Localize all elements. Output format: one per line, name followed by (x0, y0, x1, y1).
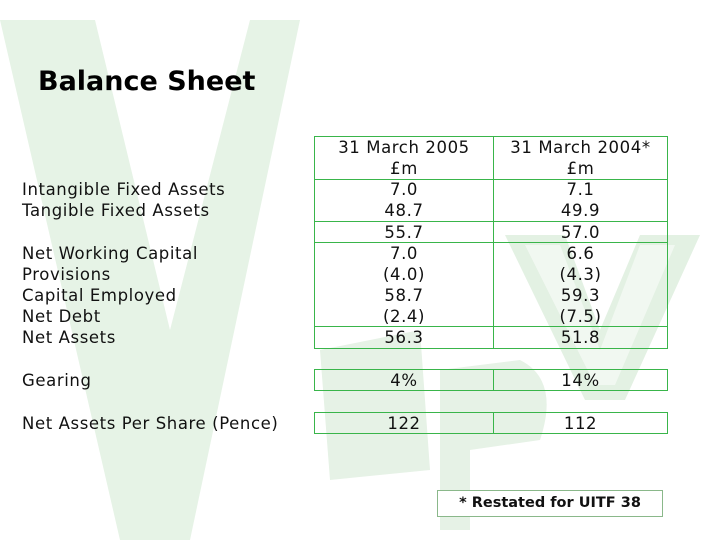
row-label-net-working-capital: Net Working Capital (22, 244, 199, 263)
row-label-net-assets: Net Assets (22, 328, 116, 347)
value-2004-provisions: (4.3) (559, 265, 602, 284)
net-assets-box-2004 (493, 326, 668, 349)
value-2005-working-capital: 7.0 (389, 244, 419, 263)
value-2005-net-debt: (2.4) (382, 307, 426, 326)
value-2005-provisions: (4.0) (382, 265, 426, 284)
value-2005-intangible: 7.0 (389, 180, 419, 199)
row-label-provisions: Provisions (22, 265, 111, 284)
value-2004-subtotal: 57.0 (560, 223, 601, 242)
column-unit-2004: £m (566, 159, 595, 178)
value-2004-net-assets: 51.8 (560, 328, 601, 347)
value-2004-net-debt: (7.5) (559, 307, 602, 326)
gearing-value-2004: 14% (561, 371, 600, 390)
watermark-v-large (0, 20, 300, 540)
value-2005-capital-employed: 58.7 (384, 286, 424, 305)
value-2005-net-assets: 56.3 (384, 328, 424, 347)
row-label-net-debt: Net Debt (22, 307, 101, 326)
value-2004-working-capital: 6.6 (566, 244, 595, 263)
column-header-2005: 31 March 2005 (338, 138, 470, 157)
watermark-vp-logo (320, 330, 547, 530)
footnote-restated: * Restated for UITF 38 (437, 490, 663, 517)
value-2004-intangible: 7.1 (566, 180, 595, 199)
per-share-value-2005: 122 (387, 414, 421, 433)
per-share-label: Net Assets Per Share (Pence) (22, 414, 279, 433)
row-label-capital-employed: Capital Employed (22, 286, 177, 305)
per-share-box-2004 (493, 412, 668, 434)
page-title: Balance Sheet (38, 66, 256, 97)
row-label-intangible-fixed-assets: Intangible Fixed Assets (22, 180, 226, 199)
value-2004-capital-employed: 59.3 (560, 286, 601, 305)
value-2005-subtotal: 55.7 (384, 223, 424, 242)
row-label-tangible-fixed-assets: Tangible Fixed Assets (22, 201, 210, 220)
value-2004-tangible: 49.9 (560, 201, 601, 220)
gearing-value-2005: 4% (390, 371, 418, 390)
per-share-value-2004: 112 (563, 414, 598, 433)
watermark-v-right-inner (525, 245, 675, 385)
column-header-2004: 31 March 2004* (510, 138, 651, 157)
column-unit-2005: £m (390, 159, 418, 178)
gearing-label: Gearing (22, 371, 92, 390)
gearing-box-2004 (493, 369, 668, 391)
value-2005-tangible: 48.7 (384, 201, 424, 220)
